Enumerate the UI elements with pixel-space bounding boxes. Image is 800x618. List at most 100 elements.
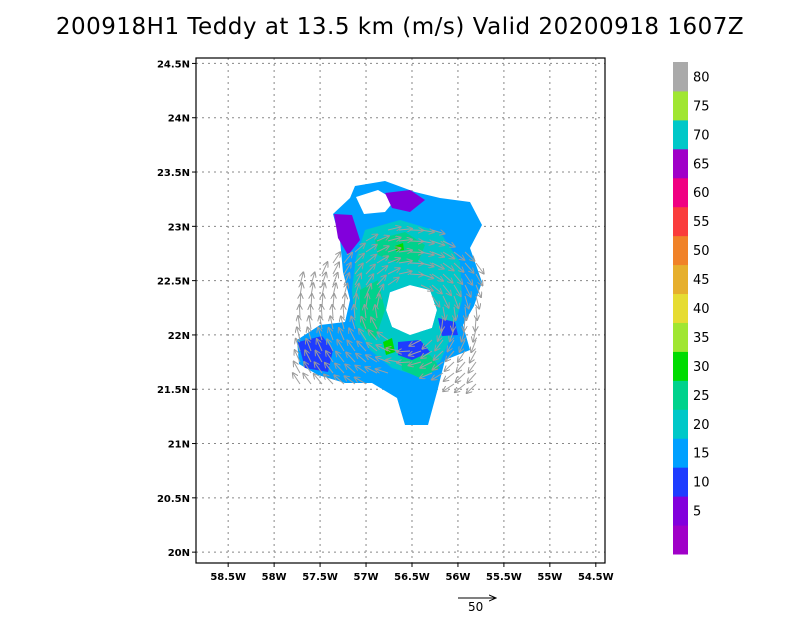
wind-vector (467, 383, 477, 393)
wind-vector (357, 341, 367, 352)
wind-vector (359, 329, 367, 341)
colorbar-label: 30 (693, 360, 710, 375)
colorbar-label: 25 (693, 389, 710, 404)
storm-eye (386, 285, 437, 335)
lat-tick-label: 21.5N (157, 385, 190, 396)
colorbar-segment (673, 380, 688, 410)
lon-tick-label: 56W (445, 572, 470, 583)
wind-vector (409, 339, 422, 346)
lon-tick-label: 54.5W (578, 572, 614, 583)
colorbar-label: 50 (693, 244, 710, 259)
colorbar-segment (673, 235, 688, 266)
colorbar-segment (673, 322, 688, 352)
wind-vector (346, 352, 356, 363)
lat-tick-label: 20.5N (157, 494, 190, 505)
wind-vector (387, 238, 401, 241)
wind-vector (420, 273, 433, 278)
axis-ticks: 58.5W 58W 57.5W 57W 56.5W 56W 55.5W 55W 54.5W 20N… (157, 59, 614, 583)
wind-vector (377, 332, 389, 341)
wind-vector (420, 230, 434, 232)
wind-vector (306, 339, 312, 352)
lat-tick-label: 24.5N (157, 59, 190, 70)
wind-vector (315, 362, 323, 374)
colorbar-label: 40 (693, 302, 710, 317)
colorbar-label: 80 (693, 70, 710, 85)
wind-vector (387, 227, 401, 230)
colorbar-label: 45 (693, 273, 710, 288)
wind-vector (465, 295, 469, 308)
wind-vector (442, 284, 451, 295)
wind-vector (335, 364, 345, 374)
wind-vector (450, 328, 455, 341)
wind-vector (309, 316, 311, 330)
wind-vector (473, 328, 476, 342)
wind-vector (446, 350, 455, 361)
wind-vector (298, 316, 300, 330)
lat-tick-label: 22.5N (157, 277, 190, 288)
data-gap (356, 190, 395, 214)
colorbar-label: 55 (693, 215, 710, 230)
wind-vector (345, 376, 356, 385)
wind-vector (321, 262, 327, 275)
wind-vector (420, 284, 433, 291)
colorbar-segment (673, 525, 688, 555)
colorbar-label: 75 (693, 99, 710, 114)
wind-vector (316, 351, 323, 363)
lat-tick-label: 23N (168, 222, 190, 233)
wind-vector (453, 262, 464, 272)
colorbar-label: 35 (693, 331, 710, 346)
colorbar-segment (673, 496, 688, 526)
colorbar-label: 60 (693, 186, 710, 201)
wind-vector (455, 383, 466, 392)
wind-vector (398, 250, 412, 252)
wind-vector (337, 340, 345, 352)
wind-field (293, 181, 484, 425)
wind-vector (443, 306, 445, 320)
wind-vector (476, 295, 479, 309)
wind-vector (332, 273, 338, 286)
wind-vector (448, 339, 455, 351)
wind-vector (442, 295, 449, 308)
wind-vector (453, 317, 454, 331)
wind-vector (464, 251, 474, 261)
wind-vector (332, 262, 339, 275)
wind-vector (464, 317, 465, 331)
wind-vector (431, 273, 443, 281)
wind-vector (476, 306, 477, 320)
lon-tick-label: 57W (354, 572, 379, 583)
colorbar-segment (673, 177, 688, 208)
wind-vector (462, 328, 465, 342)
wind-vector (376, 256, 388, 264)
wind-vector (431, 230, 444, 234)
wind-vector (336, 352, 345, 363)
wind-vector (317, 339, 323, 352)
wind-vectors (293, 227, 484, 393)
lon-tick-label: 58W (262, 572, 287, 583)
colorbar-segment (673, 351, 688, 381)
colorbar-label: 65 (693, 157, 710, 172)
wind-vector (361, 317, 367, 330)
wind-vector (303, 374, 312, 385)
lon-tick-label: 55.5W (486, 572, 522, 583)
colorbar-segment (673, 206, 688, 237)
wind-vector (454, 306, 456, 320)
wind-vector (376, 266, 387, 275)
wind-vector (299, 305, 300, 319)
colorbar: 5 10 15 20 25 30 35 40 45 50 55 60 65 70 75 80 (673, 62, 710, 555)
wind-vector (420, 361, 433, 368)
wind-vector (409, 274, 423, 275)
wind-vector (468, 361, 477, 373)
wind-vector (310, 305, 311, 319)
wind-vector (431, 284, 442, 294)
lon-tick-label: 58.5W (210, 572, 246, 583)
wind-vector (339, 328, 345, 341)
wind-vector (387, 258, 400, 264)
lat-tick-label: 20N (168, 548, 190, 559)
wind-vector (343, 253, 352, 264)
wind-vector (332, 252, 340, 264)
wind-vector (409, 350, 422, 355)
wind-vector (441, 317, 443, 331)
wind-vector (475, 317, 476, 331)
colorbar-segment (673, 293, 688, 323)
